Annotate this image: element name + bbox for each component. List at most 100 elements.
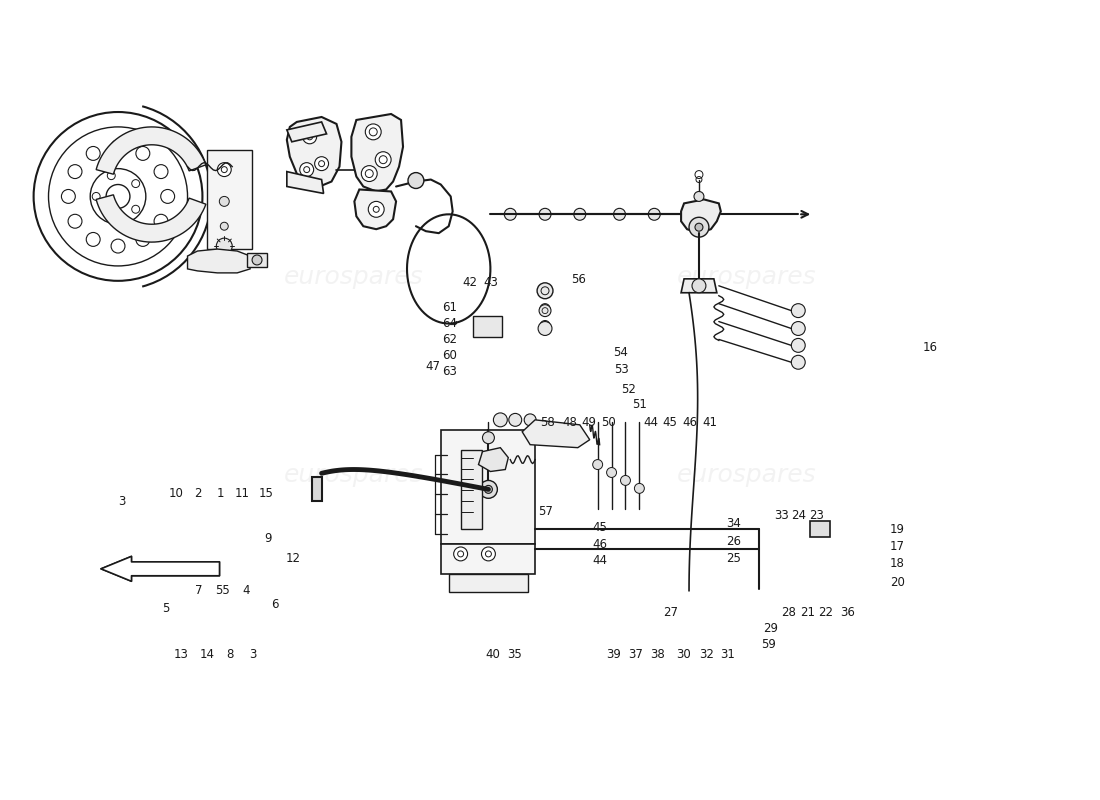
Circle shape [315, 157, 329, 170]
Text: 36: 36 [839, 606, 855, 619]
Polygon shape [681, 279, 717, 293]
FancyArrowPatch shape [101, 556, 220, 582]
Circle shape [539, 305, 551, 317]
Text: 1: 1 [217, 487, 224, 500]
Polygon shape [311, 478, 321, 502]
Circle shape [480, 481, 497, 498]
Text: 26: 26 [726, 535, 741, 548]
Text: 3: 3 [250, 648, 256, 661]
Circle shape [408, 173, 424, 189]
Text: 20: 20 [890, 576, 905, 590]
Circle shape [540, 321, 550, 330]
Bar [441, 430, 535, 544]
Text: 44: 44 [593, 554, 607, 567]
Circle shape [299, 162, 314, 177]
Text: 11: 11 [234, 487, 250, 500]
Circle shape [375, 152, 392, 168]
Bar [461, 450, 483, 529]
Circle shape [540, 304, 550, 314]
Circle shape [220, 222, 229, 230]
Text: 21: 21 [801, 606, 815, 619]
Text: 54: 54 [614, 346, 628, 359]
Text: eurospares: eurospares [676, 463, 816, 487]
Polygon shape [96, 194, 206, 242]
Text: eurospares: eurospares [676, 265, 816, 289]
Text: 22: 22 [817, 606, 833, 619]
Text: 7: 7 [195, 584, 202, 597]
Bar [441, 544, 535, 574]
Circle shape [483, 432, 494, 444]
Polygon shape [287, 122, 327, 142]
Bar [208, 150, 252, 249]
Text: 64: 64 [442, 318, 456, 330]
Text: 3: 3 [118, 495, 125, 508]
Text: 52: 52 [621, 383, 636, 396]
Text: 16: 16 [923, 341, 937, 354]
Text: 40: 40 [486, 648, 500, 661]
Text: eurospares: eurospares [284, 463, 424, 487]
Circle shape [791, 355, 805, 370]
Circle shape [539, 208, 551, 220]
Text: 23: 23 [810, 509, 824, 522]
Polygon shape [354, 190, 396, 229]
Text: eurospares: eurospares [284, 265, 424, 289]
Polygon shape [287, 171, 323, 194]
Circle shape [365, 124, 382, 140]
Text: 62: 62 [442, 333, 456, 346]
Circle shape [218, 162, 231, 177]
Text: 63: 63 [442, 365, 456, 378]
Text: 27: 27 [662, 606, 678, 619]
Text: 50: 50 [602, 416, 616, 429]
Text: 5: 5 [162, 602, 169, 614]
Text: 35: 35 [508, 648, 522, 661]
Text: 55: 55 [214, 584, 230, 597]
Text: 49: 49 [582, 416, 597, 429]
Text: 10: 10 [169, 487, 184, 500]
Circle shape [504, 208, 516, 220]
Text: 9: 9 [264, 532, 272, 545]
Text: 18: 18 [890, 557, 905, 570]
Text: 44: 44 [644, 416, 658, 429]
Text: 47: 47 [426, 360, 441, 373]
Polygon shape [96, 127, 206, 174]
Circle shape [219, 197, 229, 206]
Text: 59: 59 [761, 638, 776, 651]
Circle shape [361, 166, 377, 182]
Circle shape [538, 322, 552, 335]
Circle shape [606, 467, 616, 478]
Text: 14: 14 [199, 648, 214, 661]
Text: 39: 39 [606, 648, 620, 661]
Text: 57: 57 [538, 505, 553, 518]
Circle shape [375, 164, 387, 175]
Text: 6: 6 [271, 598, 278, 611]
Circle shape [791, 322, 805, 335]
Polygon shape [522, 420, 590, 448]
Text: 41: 41 [702, 416, 717, 429]
Text: 12: 12 [286, 552, 300, 566]
Text: 38: 38 [650, 648, 664, 661]
Circle shape [593, 459, 603, 470]
Circle shape [484, 486, 493, 494]
Text: 53: 53 [614, 363, 628, 376]
FancyArrowPatch shape [101, 556, 220, 582]
Circle shape [648, 208, 660, 220]
Text: 8: 8 [227, 648, 233, 661]
Text: 25: 25 [726, 552, 741, 566]
Polygon shape [187, 249, 250, 273]
Circle shape [537, 283, 553, 298]
Circle shape [791, 338, 805, 352]
Text: 51: 51 [632, 398, 647, 411]
Text: 29: 29 [763, 622, 778, 635]
Circle shape [509, 414, 521, 426]
Circle shape [368, 202, 384, 218]
Text: 61: 61 [442, 302, 456, 314]
Circle shape [539, 285, 551, 297]
Text: 42: 42 [463, 276, 477, 289]
Circle shape [217, 238, 232, 254]
Circle shape [494, 413, 507, 427]
Text: 30: 30 [675, 648, 691, 661]
Circle shape [692, 279, 706, 293]
Polygon shape [287, 117, 341, 186]
Circle shape [252, 255, 262, 265]
Text: 60: 60 [442, 349, 456, 362]
